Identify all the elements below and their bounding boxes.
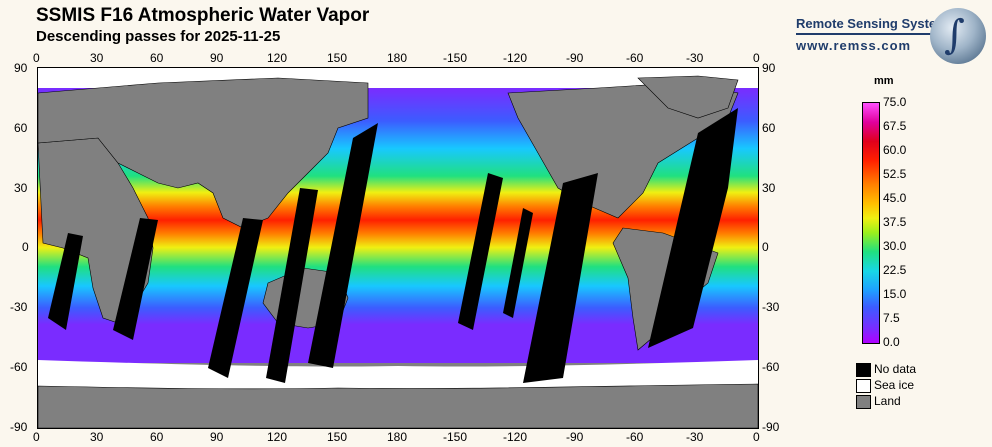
land-antarctica bbox=[38, 383, 758, 428]
lat-tick: -30 bbox=[762, 300, 780, 314]
brand-url: www.remss.com bbox=[796, 38, 912, 53]
lat-tick: 30 bbox=[14, 181, 28, 195]
lon-tick: -90 bbox=[566, 51, 584, 65]
lon-tick: 30 bbox=[90, 430, 104, 444]
colorbar-label: 22.5 bbox=[883, 263, 907, 277]
colorbar-label: 75.0 bbox=[883, 95, 907, 109]
lon-tick: -30 bbox=[686, 51, 704, 65]
lon-tick: -120 bbox=[503, 430, 528, 444]
colorbar bbox=[862, 102, 880, 344]
lon-tick: -60 bbox=[626, 51, 644, 65]
page-subtitle: Descending passes for 2025-11-25 bbox=[36, 28, 281, 45]
lat-tick: -90 bbox=[762, 420, 780, 434]
lon-tick: 90 bbox=[210, 430, 224, 444]
lat-tick: 60 bbox=[14, 121, 28, 135]
lon-tick: 180 bbox=[387, 51, 408, 65]
no-data-swaths bbox=[48, 108, 738, 383]
lon-tick: 60 bbox=[150, 430, 164, 444]
colorbar-label: 52.5 bbox=[883, 167, 907, 181]
legend-swatch-sea-ice bbox=[856, 379, 871, 393]
colorbar-label: 37.5 bbox=[883, 215, 907, 229]
lat-tick: 90 bbox=[14, 61, 28, 75]
lon-tick: 150 bbox=[327, 430, 348, 444]
legend-label: No data bbox=[874, 362, 917, 376]
globe-icon bbox=[930, 8, 986, 64]
lon-tick: 0 bbox=[753, 51, 760, 65]
lat-tick: -90 bbox=[10, 420, 28, 434]
legend-label: Sea ice bbox=[874, 378, 915, 392]
brand-divider bbox=[796, 33, 961, 35]
lon-tick: -120 bbox=[503, 51, 528, 65]
colorbar-label: 30.0 bbox=[883, 239, 907, 253]
water-vapor-map bbox=[37, 67, 759, 429]
colorbar-label: 0.0 bbox=[883, 335, 900, 349]
lat-tick: -60 bbox=[10, 360, 28, 374]
logo-glyph-icon: ∫ bbox=[944, 12, 965, 58]
lon-tick: -150 bbox=[443, 430, 468, 444]
land-greenland bbox=[637, 75, 739, 119]
lon-tick: 180 bbox=[387, 430, 408, 444]
lon-tick: 150 bbox=[327, 51, 348, 65]
lon-tick: 0 bbox=[33, 51, 40, 65]
colorbar-unit: mm bbox=[874, 75, 894, 87]
lon-tick: -60 bbox=[626, 430, 644, 444]
lat-tick: -30 bbox=[10, 300, 28, 314]
lon-tick: 0 bbox=[753, 430, 760, 444]
colorbar-label: 7.5 bbox=[883, 311, 900, 325]
lat-tick: 90 bbox=[762, 61, 776, 75]
lon-tick: -90 bbox=[566, 430, 584, 444]
brand-name: Remote Sensing Systems bbox=[796, 16, 955, 31]
legend-swatch-land bbox=[856, 395, 871, 409]
lon-tick: 90 bbox=[210, 51, 224, 65]
legend-swatch-no-data bbox=[856, 363, 871, 377]
page-title: SSMIS F16 Atmospheric Water Vapor bbox=[36, 5, 370, 26]
lon-tick: -150 bbox=[443, 51, 468, 65]
map-canvas bbox=[38, 68, 758, 428]
lat-tick: 0 bbox=[22, 240, 29, 254]
lon-tick: 120 bbox=[267, 51, 288, 65]
legend-label: Land bbox=[874, 394, 901, 408]
colorbar-label: 60.0 bbox=[883, 143, 907, 157]
lon-tick: 0 bbox=[33, 430, 40, 444]
lon-tick: 120 bbox=[267, 430, 288, 444]
lat-tick: 30 bbox=[762, 181, 776, 195]
lat-tick: 60 bbox=[762, 121, 776, 135]
lat-tick: 0 bbox=[762, 240, 769, 254]
lon-tick: 30 bbox=[90, 51, 104, 65]
colorbar-label: 15.0 bbox=[883, 287, 907, 301]
lat-tick: -60 bbox=[762, 360, 780, 374]
lon-tick: 60 bbox=[150, 51, 164, 65]
colorbar-label: 67.5 bbox=[883, 119, 907, 133]
lon-tick: -30 bbox=[686, 430, 704, 444]
colorbar-label: 45.0 bbox=[883, 191, 907, 205]
